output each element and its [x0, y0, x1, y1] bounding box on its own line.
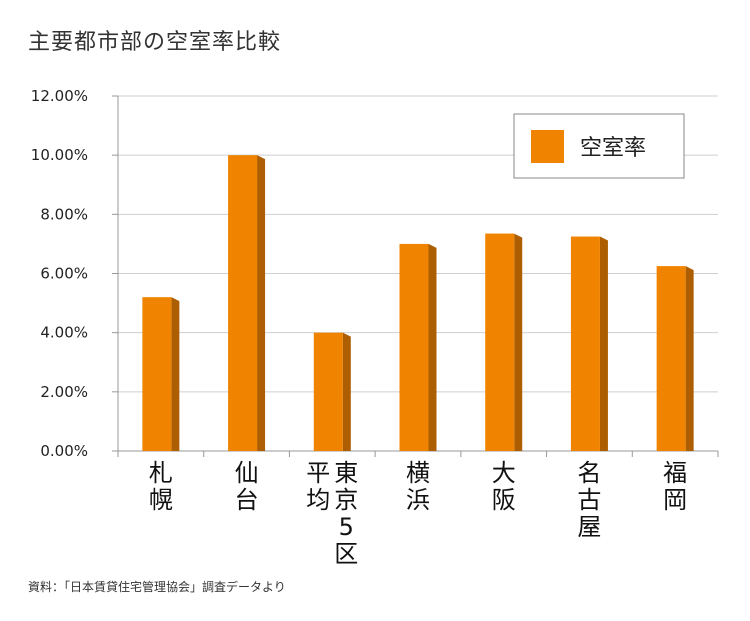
x-tick-label: 福岡 [663, 459, 687, 514]
bar-side [685, 266, 694, 451]
x-tick-label: 横浜 [406, 459, 430, 514]
bar-front [570, 236, 600, 451]
x-tick-char: 岡 [663, 486, 687, 514]
bar-front [142, 297, 172, 451]
y-tick-label: 2.00% [40, 383, 88, 401]
y-tick-label: 6.00% [40, 265, 88, 283]
x-tick-label: 大阪 [492, 459, 516, 514]
x-tick-char: 東 [334, 459, 358, 487]
y-tick-label: 0.00% [40, 442, 88, 460]
x-tick-char: 京 [334, 486, 358, 514]
bars [142, 155, 694, 451]
x-tick-char: 区 [334, 540, 358, 568]
x-tick-label: 仙台 [235, 459, 259, 514]
bar [399, 243, 437, 451]
bar-side [342, 332, 351, 451]
x-tick-char: 古 [577, 486, 601, 514]
legend-swatch [531, 130, 564, 163]
x-tick-char: 札 [149, 459, 173, 487]
y-axis-ticks: 0.00% 2.00% 4.00% 6.00% 8.00% 10.00% 12.00% [31, 87, 88, 460]
x-tick-char: 大 [492, 459, 516, 487]
x-tick-char: 浜 [406, 486, 430, 514]
y-tick-label: 12.00% [31, 87, 88, 105]
chart-title: 主要都市部の空室率比較 [28, 30, 282, 55]
bar-side [599, 236, 608, 451]
x-tick-char: 均 [306, 486, 330, 514]
source-note: 資料：「日本賃貸住宅管理協会」調査データより [28, 580, 286, 594]
x-tick-char: 名 [577, 459, 601, 487]
x-tick-char: 幌 [149, 486, 173, 514]
bar-side [257, 155, 266, 451]
y-tick-label: 4.00% [40, 324, 88, 342]
y-tick-label: 10.00% [31, 146, 88, 164]
x-tick-char: 仙 [235, 459, 259, 487]
bar-front [656, 266, 686, 451]
bar-front [399, 243, 429, 451]
bar [485, 233, 523, 451]
y-tick-label: 8.00% [40, 205, 88, 223]
legend: 空室率 [513, 113, 685, 179]
legend-label-kushitsuritsu: 空室率 [580, 136, 646, 161]
bar-front [485, 233, 515, 451]
bar-front [228, 155, 258, 451]
x-tick-label: 名古屋 [577, 459, 601, 541]
x-tick-char: 5 [339, 513, 354, 541]
x-tick-char: 屋 [577, 513, 601, 541]
bar-side [171, 297, 180, 451]
bar [142, 297, 180, 451]
bar [228, 155, 266, 451]
bar [313, 332, 351, 451]
x-tick-label: 札幌 [149, 459, 173, 514]
bar-side [428, 243, 437, 451]
x-tick-char: 台 [235, 486, 259, 514]
x-tick-char: 阪 [492, 486, 516, 514]
bar [656, 266, 694, 451]
x-tick-char: 平 [306, 459, 330, 487]
bar [570, 236, 608, 451]
bar-front [313, 332, 343, 451]
x-tick-char: 横 [406, 459, 430, 487]
bar-side [514, 233, 523, 451]
x-tick-char: 福 [663, 459, 687, 487]
